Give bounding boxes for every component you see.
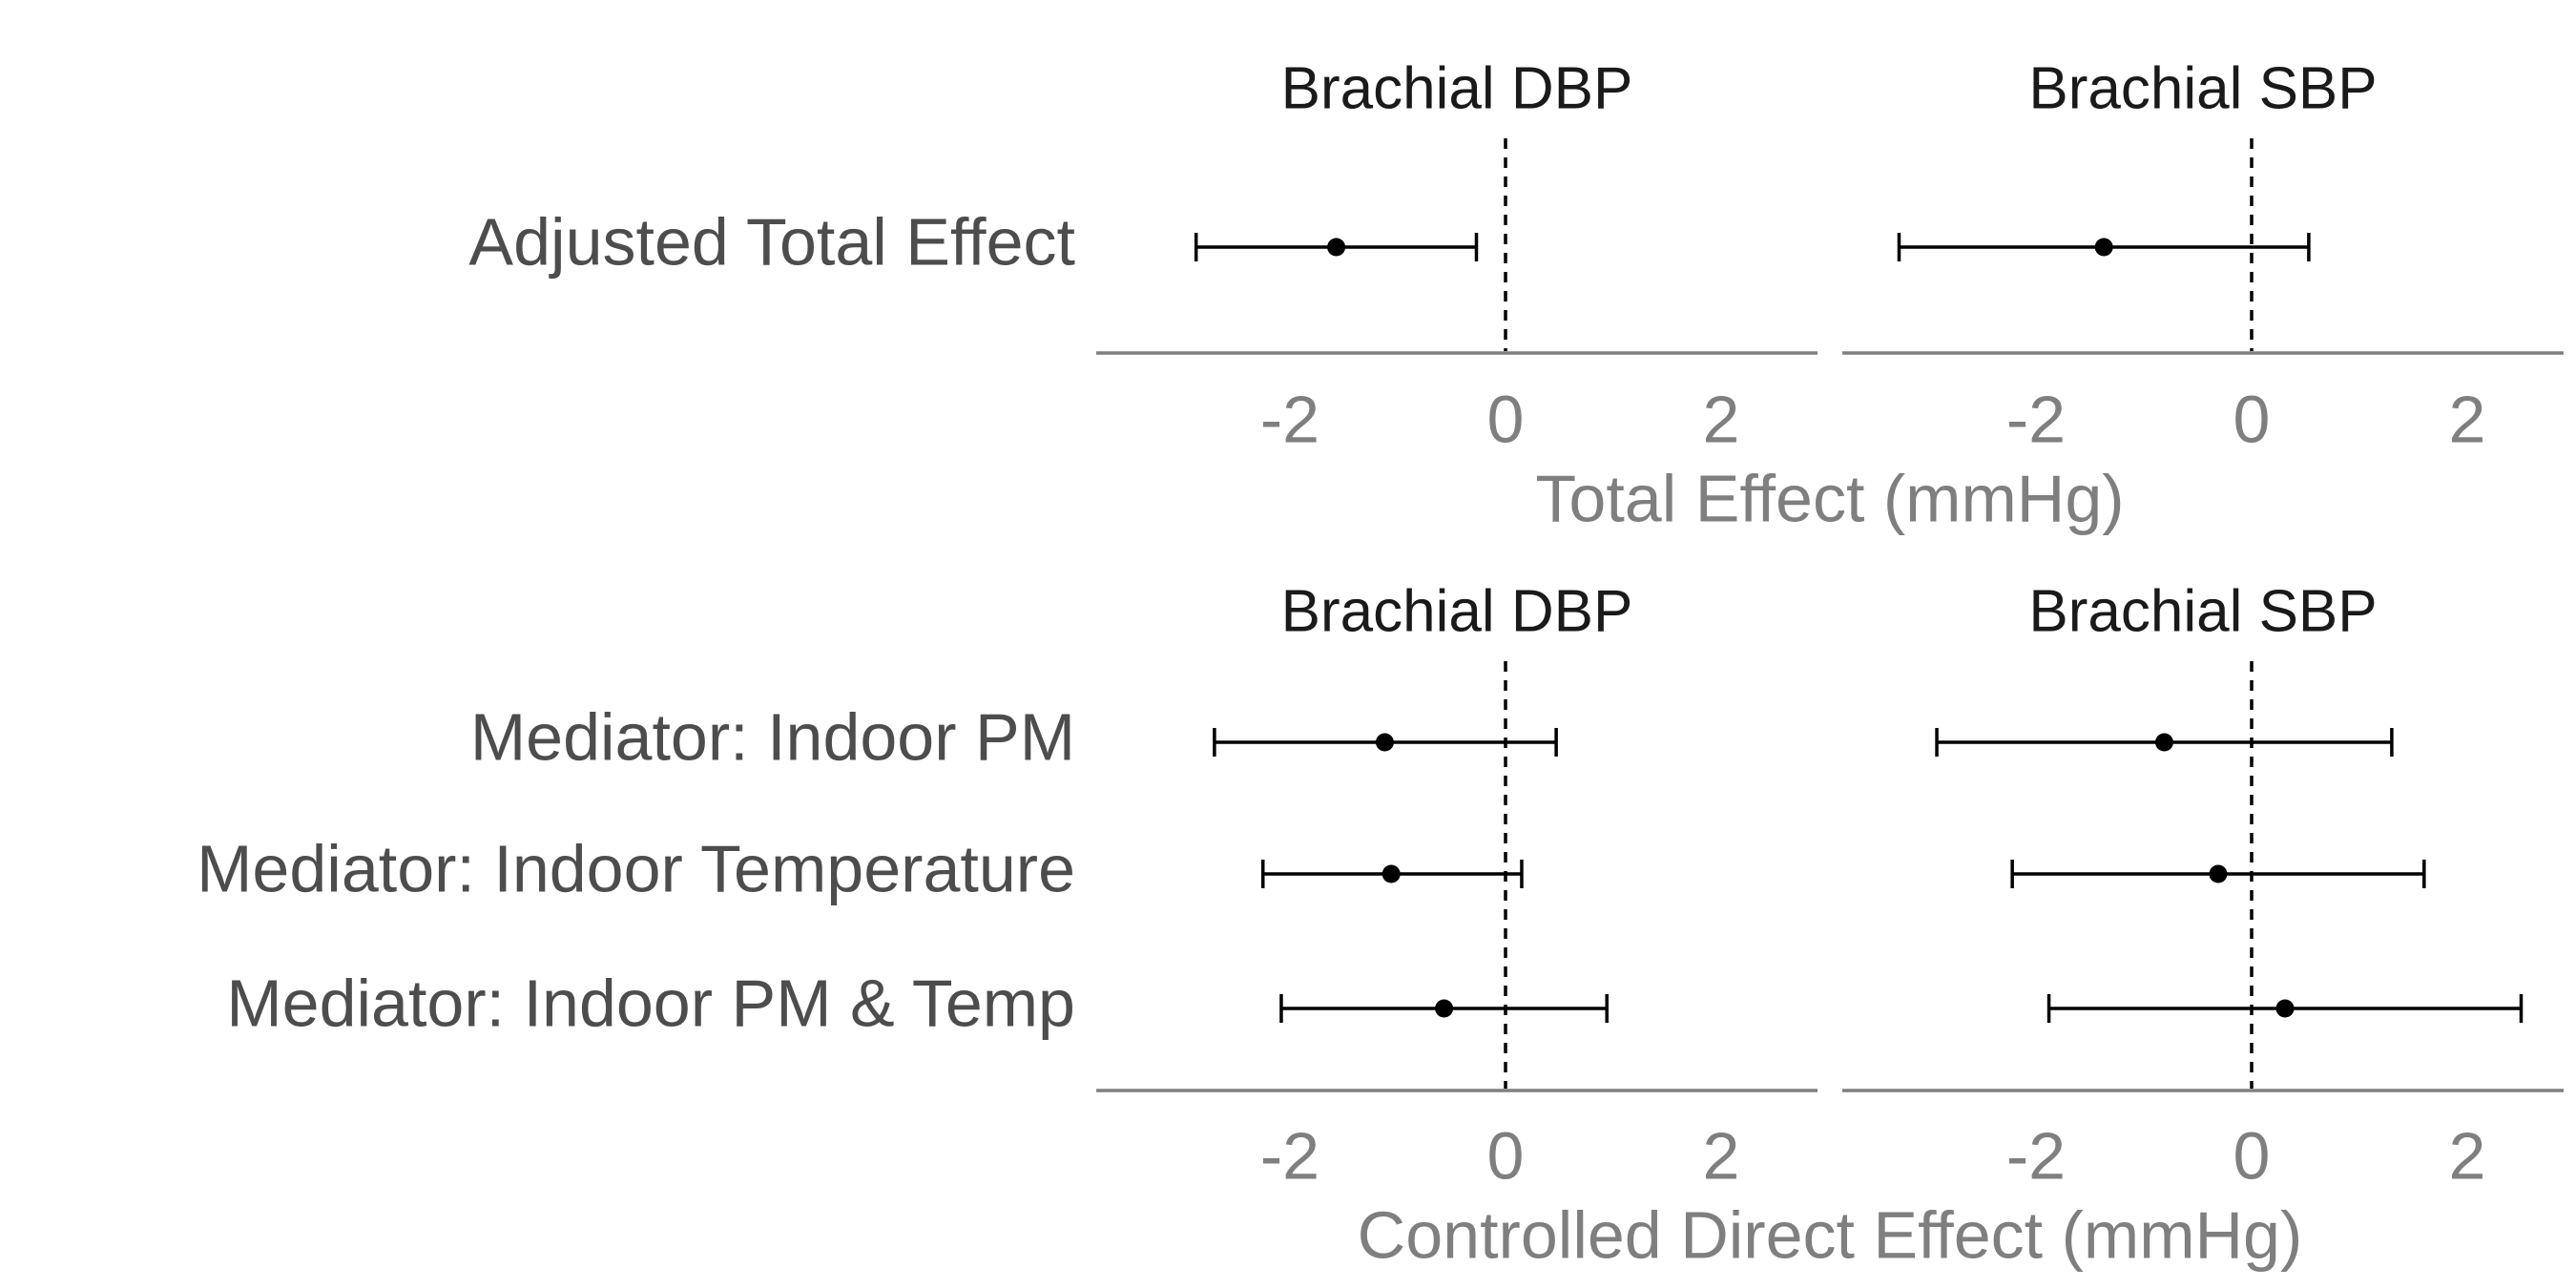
controlled-direct-effect-sbp-panel-title: Brachial SBP (2028, 578, 2377, 644)
total-effect-sbp-tick-label: 2 (2449, 382, 2486, 456)
total-effect-dbp-tick-label: 2 (1703, 382, 1740, 456)
total-effect-dbp-tick-label: 0 (1487, 382, 1525, 456)
controlled-direct-effect-sbp-point-estimate (2275, 999, 2295, 1018)
controlled-direct-effect-dbp-point-estimate (1375, 733, 1394, 752)
total-effect-dbp-tick-label: -2 (1260, 382, 1319, 456)
total-effect-sbp-point-estimate (2094, 238, 2113, 257)
controlled-direct-effect-row-label: Mediator: Indoor Temperature (197, 831, 1075, 905)
total-effect-row-label: Adjusted Total Effect (468, 204, 1075, 279)
controlled-direct-effect-sbp-tick-label: 0 (2233, 1118, 2271, 1193)
controlled-direct-effect-dbp-point-estimate (1435, 999, 1454, 1018)
controlled-direct-effect-sbp-point-estimate (2209, 864, 2228, 883)
total-effect-dbp-point-estimate (1327, 238, 1346, 257)
controlled-direct-effect-dbp-point-estimate (1381, 864, 1401, 883)
plot-text-layer: Adjusted Total Effect Total Effect (mmHg)… (197, 55, 2485, 1272)
controlled-direct-effect-x-axis-title: Controlled Direct Effect (mmHg) (1358, 1197, 2303, 1272)
controlled-direct-effect-dbp-tick-label: 0 (1487, 1118, 1525, 1193)
controlled-direct-effect-sbp-point-estimate (2154, 733, 2173, 752)
total-effect-dbp-panel-title: Brachial DBP (1281, 55, 1633, 121)
plot-marks-layer (1194, 233, 2524, 1023)
controlled-direct-effect-sbp-tick-label: 2 (2449, 1118, 2486, 1193)
total-effect-sbp-tick-label: -2 (2006, 382, 2066, 456)
controlled-direct-effect-dbp-panel-title: Brachial DBP (1281, 578, 1633, 644)
controlled-direct-effect-dbp-tick-label: -2 (1260, 1118, 1319, 1193)
controlled-direct-effect-row-label: Mediator: Indoor PM & Temp (226, 966, 1075, 1040)
controlled-direct-effect-row-label: Mediator: Indoor PM (470, 699, 1075, 774)
controlled-direct-effect-dbp-tick-label: 2 (1703, 1118, 1740, 1193)
total-effect-x-axis-title: Total Effect (mmHg) (1535, 461, 2124, 535)
total-effect-sbp-tick-label: 0 (2233, 382, 2271, 456)
controlled-direct-effect-sbp-tick-label: -2 (2006, 1118, 2066, 1193)
total-effect-sbp-panel-title: Brachial SBP (2028, 55, 2377, 121)
